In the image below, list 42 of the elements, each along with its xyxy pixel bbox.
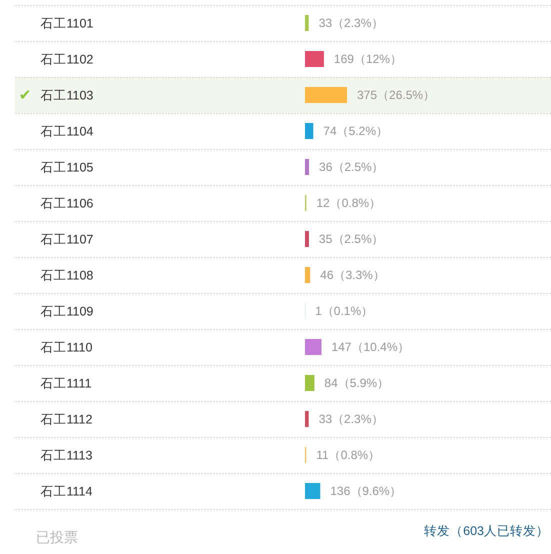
data-label: 136（9.6%） xyxy=(330,484,402,498)
bar xyxy=(305,483,320,499)
bar xyxy=(305,231,309,247)
y-tick-label: 石工1111 xyxy=(40,376,92,390)
y-tick-label: 石工1106 xyxy=(40,196,94,210)
y-tick-label: 石工1101 xyxy=(40,16,94,30)
data-label: 74（5.2%） xyxy=(323,124,388,138)
bar xyxy=(305,51,324,67)
y-tick-label: 石工1114 xyxy=(40,484,92,498)
band-label: ✔ xyxy=(18,86,32,104)
bar xyxy=(305,159,310,175)
y-tick-label: 石工1107 xyxy=(40,232,94,246)
text: 已投票 xyxy=(36,529,78,545)
data-label: 84（5.9%） xyxy=(324,376,390,390)
y-tick-label: 石工1104 xyxy=(40,124,94,138)
bar xyxy=(305,267,310,283)
y-tick-label: 石工1109 xyxy=(40,304,94,318)
data-label: 147（10.4%） xyxy=(331,340,410,354)
y-tick-label: 石工1103 xyxy=(40,88,94,102)
data-label: 12（0.8%） xyxy=(316,196,382,210)
data-label: 169（12%） xyxy=(334,52,402,66)
data-label: 33（2.3%） xyxy=(318,16,384,30)
bar xyxy=(305,15,309,31)
bar xyxy=(305,339,322,355)
y-tick-label: 石工1113 xyxy=(40,448,92,462)
data-label: 11（0.8%） xyxy=(316,448,380,462)
text: 转发（603人已转发） xyxy=(424,524,549,538)
data-label: 375（26.5%） xyxy=(357,88,436,102)
y-tick-label: 石工1110 xyxy=(40,340,92,354)
data-label: 36（2.5%） xyxy=(319,160,384,174)
y-tick-label: 石工1105 xyxy=(40,160,94,174)
y-tick-label: 石工1108 xyxy=(40,268,94,282)
data-label: 1（0.1%） xyxy=(315,304,374,318)
y-tick-label: 石工1102 xyxy=(40,52,94,66)
y-tick-label: 石工1112 xyxy=(40,412,92,426)
bar xyxy=(305,123,314,139)
bar xyxy=(305,411,309,427)
bar xyxy=(305,375,314,391)
data-label: 33（2.3%） xyxy=(318,412,384,426)
data-label: 46（3.3%） xyxy=(320,268,385,282)
data-label: 35（2.5%） xyxy=(318,232,384,246)
bar xyxy=(305,87,347,103)
